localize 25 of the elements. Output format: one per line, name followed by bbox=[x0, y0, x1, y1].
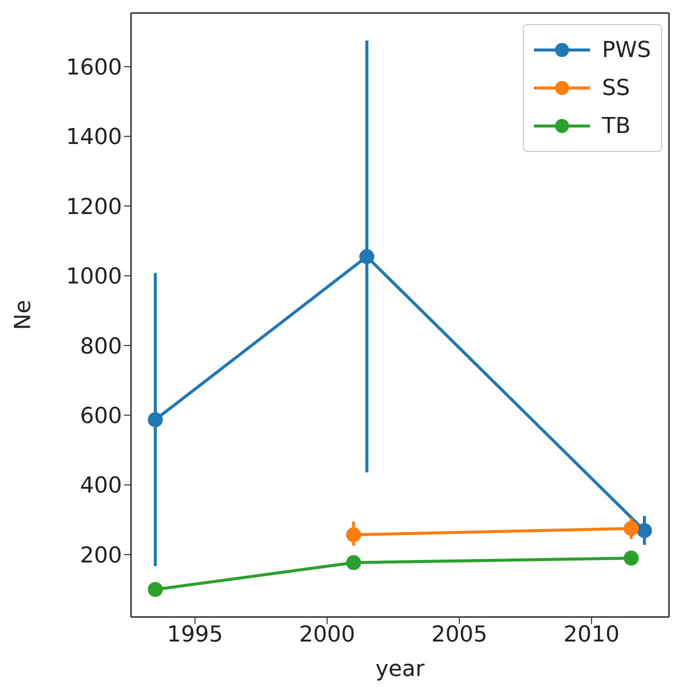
y-tick-label: 600 bbox=[80, 404, 122, 430]
point bbox=[624, 520, 639, 536]
point bbox=[636, 523, 652, 538]
y-tick-label: 1000 bbox=[66, 264, 122, 290]
point bbox=[346, 527, 362, 542]
y-tick-label: 1600 bbox=[66, 55, 122, 80]
y-tick-label: 200 bbox=[80, 543, 122, 568]
point bbox=[148, 412, 163, 428]
point bbox=[148, 582, 163, 597]
x-tick-label: 1995 bbox=[166, 622, 223, 648]
legend-label: SS bbox=[602, 76, 630, 100]
point bbox=[359, 249, 374, 264]
y-axis-title: Ne bbox=[10, 300, 36, 330]
legend-label: PWS bbox=[602, 38, 651, 62]
point bbox=[624, 550, 639, 566]
x-tick-label: 2010 bbox=[564, 622, 620, 648]
y-tick-label: 800 bbox=[80, 334, 122, 360]
y-tick-label: 400 bbox=[80, 474, 122, 499]
y-tick-label: 1200 bbox=[66, 194, 122, 220]
x-tick-label: 2005 bbox=[431, 622, 488, 648]
point bbox=[346, 555, 362, 570]
y-tick-label: 1400 bbox=[66, 125, 122, 150]
legend-label: TB bbox=[602, 114, 631, 138]
x-axis-title: year bbox=[375, 657, 426, 682]
x-tick-label: 2000 bbox=[299, 622, 356, 648]
